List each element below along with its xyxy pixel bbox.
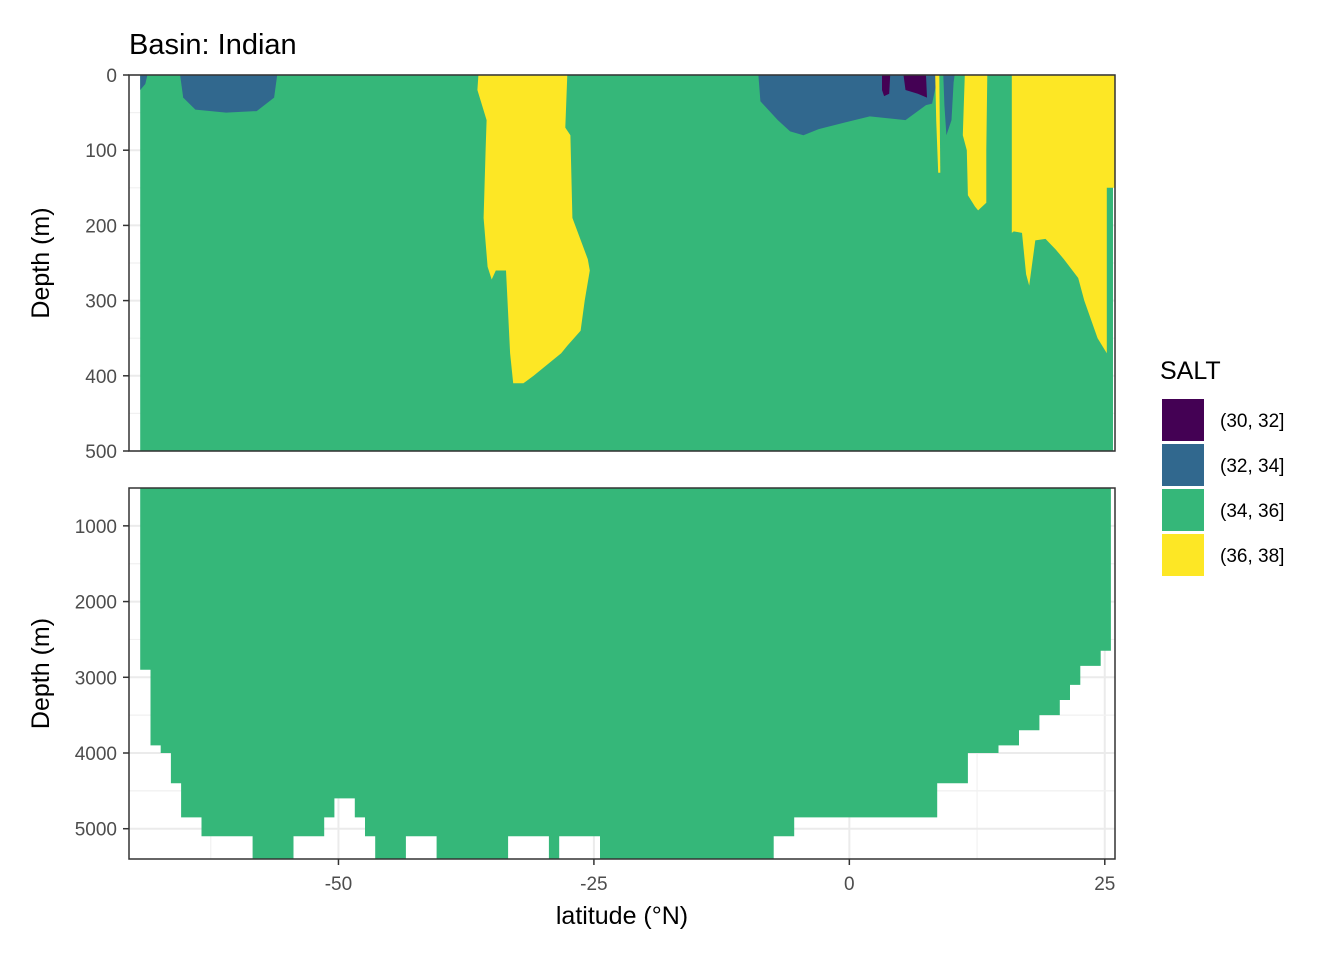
y-tick-label: 3000 [75, 668, 117, 689]
chart-title: Basin: Indian [129, 29, 297, 61]
salt-region [954, 75, 988, 211]
y-tick-label: 100 [85, 141, 117, 162]
x-tick-label: 0 [844, 874, 855, 895]
data-layer [140, 488, 1111, 859]
legend-key [1162, 399, 1204, 441]
y-tick-label: 200 [85, 216, 117, 237]
salt-region [1011, 75, 1115, 354]
y-axis-label-lower: Depth (m) [27, 618, 55, 729]
lower-panel: 1000 2000 3000 4000 5000 [75, 487, 1116, 860]
x-tick-label: -25 [580, 874, 607, 895]
y-tick-label: 1000 [75, 517, 117, 538]
salt-region [140, 75, 1113, 451]
upper-panel: 0 100 200 300 400 500 [85, 66, 1116, 463]
salt-region [758, 75, 939, 136]
legend-title: SALT [1160, 357, 1221, 385]
x-tick-label: -50 [325, 874, 352, 895]
data-layer [140, 75, 1115, 451]
legend: SALT (30, 32] (32, 34] (34, 36] (36, 38] [1160, 357, 1284, 576]
y-tick-label: 400 [85, 367, 117, 388]
salt-region [903, 75, 927, 98]
x-axis-label: latitude (°N) [556, 902, 688, 930]
legend-label: (34, 36] [1220, 501, 1284, 522]
salt-region [140, 488, 1111, 859]
y-tick-label: 4000 [75, 744, 117, 765]
y-tick-label: 5000 [75, 820, 117, 841]
salt-region [882, 75, 891, 97]
legend-label: (36, 38] [1220, 546, 1284, 567]
legend-key [1162, 444, 1204, 486]
x-axis: -50 -25 0 25 [325, 859, 1115, 895]
salt-region [477, 75, 590, 384]
legend-key [1162, 534, 1204, 576]
legend-label: (30, 32] [1220, 411, 1284, 432]
panel-border [128, 487, 1116, 860]
salt-region [943, 75, 955, 136]
x-tick-label: 25 [1094, 874, 1115, 895]
y-tick-label: 0 [106, 66, 117, 87]
salt-region [140, 75, 148, 90]
legend-label: (32, 34] [1220, 456, 1284, 477]
salt-region [935, 75, 941, 173]
legend-key [1162, 489, 1204, 531]
y-tick-label: 2000 [75, 593, 117, 614]
y-tick-label: 500 [85, 442, 117, 463]
panel-border [128, 74, 1116, 452]
salt-region [180, 75, 278, 113]
y-tick-label: 300 [85, 292, 117, 313]
y-axis-label-upper: Depth (m) [27, 207, 55, 318]
